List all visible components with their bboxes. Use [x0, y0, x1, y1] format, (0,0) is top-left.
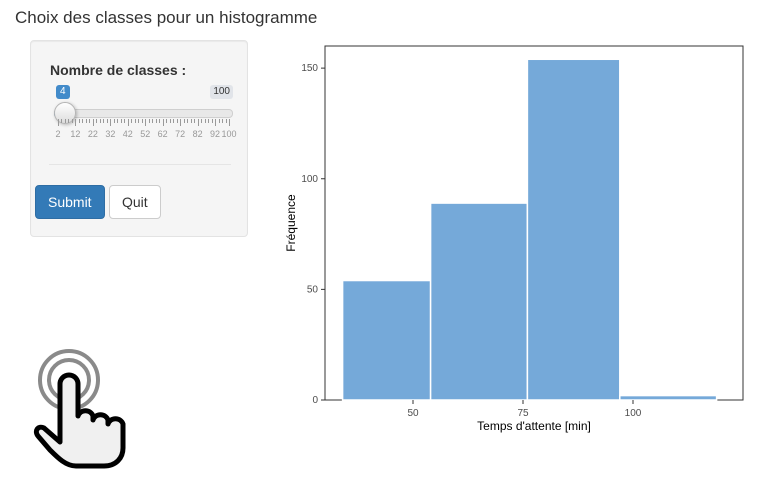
slider-tick-label: 2 [55, 129, 61, 139]
slider-track[interactable] [54, 109, 233, 118]
slider-tick [204, 119, 206, 123]
slider-tick-label: 92 [210, 129, 221, 139]
bins-slider[interactable]: 100 4 2 12 22 32 42 52 62 72 82 92 100 [49, 85, 237, 145]
slider-max-label: 100 [210, 85, 233, 99]
slider-tick [110, 119, 112, 126]
y-tick-label: 150 [301, 63, 318, 74]
slider-handle[interactable] [54, 102, 76, 124]
slider-tick [124, 119, 126, 123]
slider-label: Nombre de classes : [50, 62, 187, 78]
slider-tick [85, 119, 87, 123]
submit-button[interactable]: Submit [35, 185, 105, 219]
slider-tick [201, 119, 203, 123]
slider-tick-label: 52 [140, 129, 151, 139]
slider-tick [211, 119, 213, 123]
histogram-bar [341, 279, 432, 401]
slider-tick [215, 119, 217, 126]
slider-tick [229, 119, 230, 126]
y-axis-label: Fréquence [284, 194, 298, 252]
slider-tick [145, 119, 147, 126]
slider-tick [117, 119, 119, 123]
x-tick-label: 100 [625, 408, 642, 419]
histogram-bar [619, 394, 718, 401]
slider-tick [78, 119, 80, 123]
histogram-bar [429, 202, 529, 401]
slider-tick-label: 62 [157, 129, 168, 139]
slider-tick [197, 119, 199, 126]
slider-tick [190, 119, 192, 123]
slider-tick [131, 119, 133, 123]
slider-tick [141, 119, 143, 123]
histogram-chart: 50 75 100 0 50 100 150 Temps d'attente [min] … [270, 30, 750, 445]
slider-tick [194, 119, 196, 123]
x-tick-label: 50 [407, 408, 419, 419]
slider-tick [222, 119, 224, 123]
slider-tick [183, 119, 185, 123]
x-axis-label: Temps d'attente [min] [477, 419, 591, 433]
slider-tick [82, 119, 84, 123]
slider-tick [92, 119, 94, 126]
slider-tick [173, 119, 175, 123]
divider [49, 164, 231, 165]
slider-tick [127, 119, 129, 126]
slider-tick [162, 119, 164, 126]
slider-value-badge: 4 [56, 85, 70, 99]
slider-tick [166, 119, 168, 123]
slider-tick [113, 119, 115, 123]
slider-tick [106, 119, 108, 123]
histogram-bar [526, 58, 621, 401]
y-tick-label: 0 [312, 395, 318, 406]
slider-tick [71, 119, 73, 123]
page-title: Choix des classes pour un histogramme [15, 8, 318, 27]
hand-pointer-icon [30, 340, 140, 475]
slider-tick [169, 119, 171, 123]
slider-tick [99, 119, 101, 123]
x-tick-label: 75 [517, 408, 529, 419]
y-tick-label: 100 [301, 174, 318, 185]
slider-tick-label: 72 [175, 129, 186, 139]
slider-tick [58, 119, 59, 126]
slider-tick [61, 119, 63, 123]
slider-tick [208, 119, 210, 123]
slider-tick-label: 82 [192, 129, 203, 139]
slider-tick [68, 119, 70, 123]
slider-tick [138, 119, 140, 123]
slider-tick [187, 119, 189, 123]
slider-tick [148, 119, 150, 123]
slider-tick [75, 119, 77, 126]
y-tick-label: 50 [307, 284, 319, 295]
slider-tick [103, 119, 105, 123]
slider-tick [225, 119, 227, 123]
quit-button[interactable]: Quit [109, 185, 161, 219]
slider-tick [134, 119, 136, 123]
slider-tick [64, 119, 66, 123]
slider-tick [155, 119, 157, 123]
slider-tick [89, 119, 91, 123]
slider-tick-label: 42 [122, 129, 133, 139]
slider-tick-label: 32 [105, 129, 116, 139]
slider-tick-label: 22 [87, 129, 98, 139]
slider-tick [176, 119, 178, 123]
slider-tick [120, 119, 122, 123]
slider-tick [159, 119, 161, 123]
slider-tick [180, 119, 182, 126]
slider-tick [96, 119, 98, 123]
slider-tick [152, 119, 154, 123]
sidebar-panel: Nombre de classes : 100 4 2 12 22 32 42 52 62 7… [30, 40, 248, 237]
slider-tick-label: 12 [70, 129, 81, 139]
slider-tick-label: 100 [221, 129, 237, 139]
slider-tick [218, 119, 220, 123]
